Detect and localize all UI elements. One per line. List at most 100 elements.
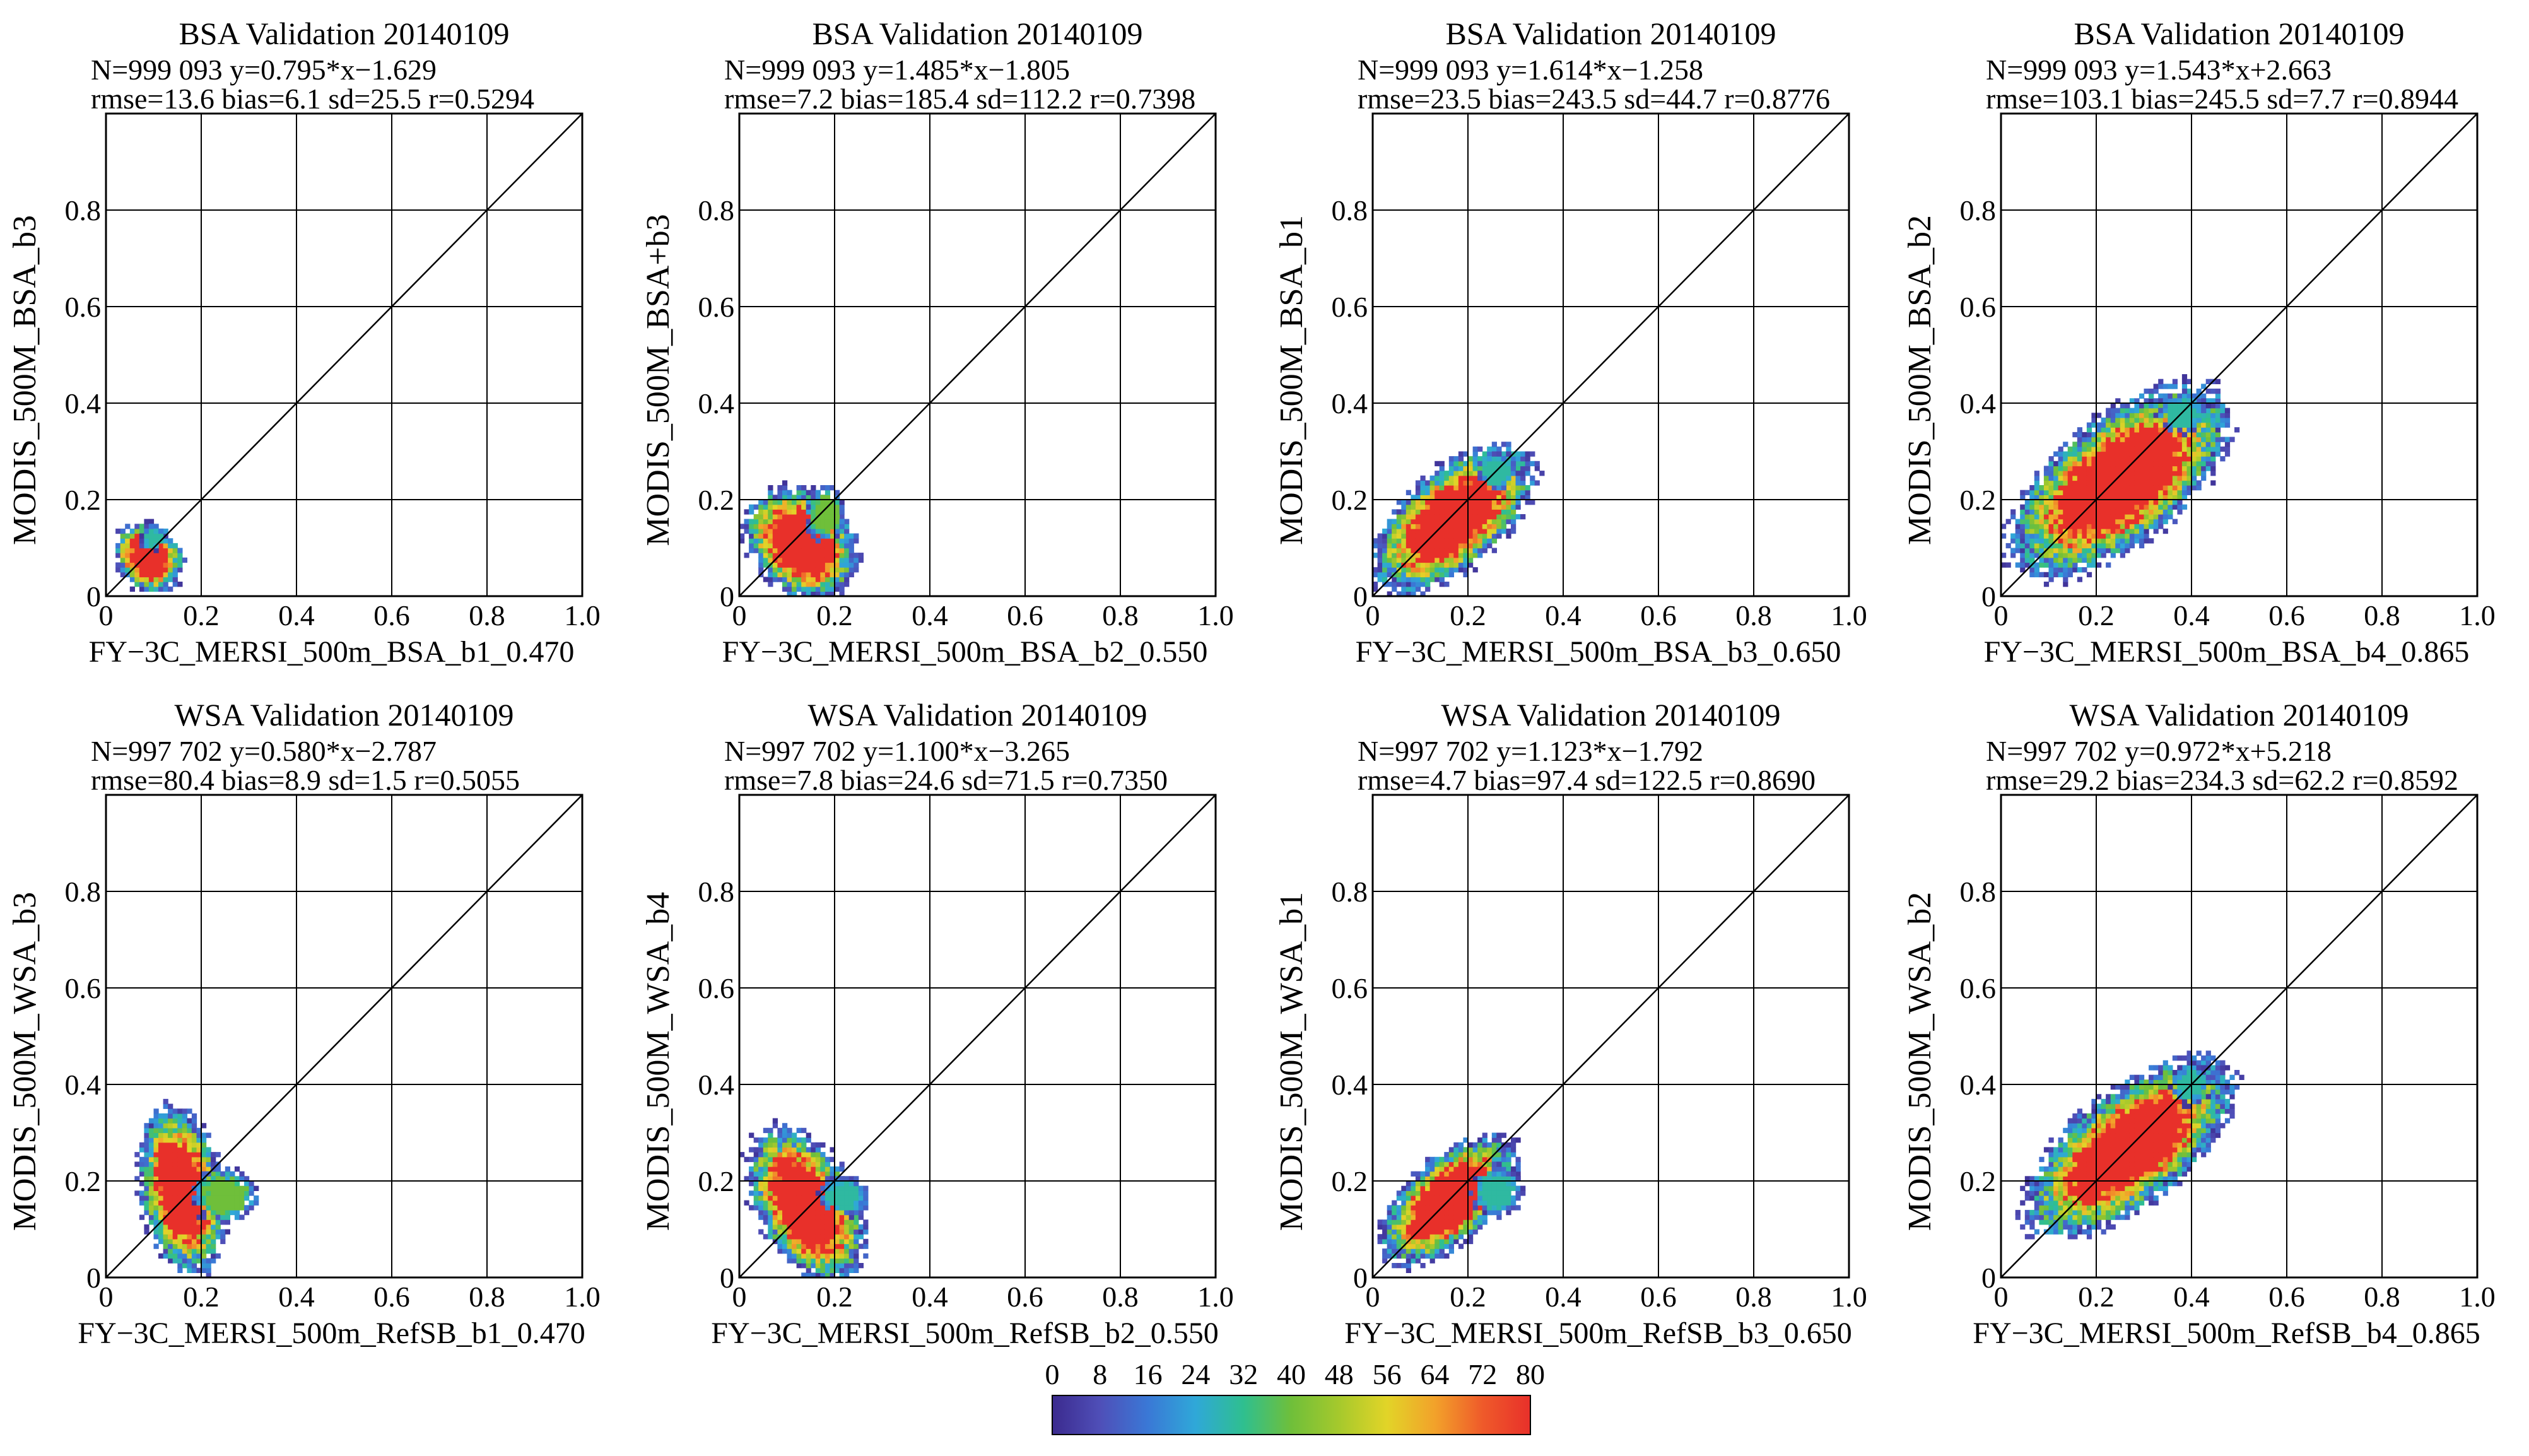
density-cell	[1472, 553, 1478, 558]
density-cell	[1401, 1238, 1407, 1245]
density-cell	[1468, 1229, 1474, 1235]
density-cell	[2053, 1156, 2059, 1163]
density-cell	[2091, 1176, 2097, 1182]
density-cell	[148, 1195, 155, 1201]
density-cell	[820, 1214, 826, 1220]
density-cell	[2091, 543, 2097, 549]
density-cell	[1405, 1181, 1411, 1187]
density-cell	[187, 1127, 192, 1134]
density-cell	[1439, 1214, 1445, 1220]
density-cell	[1453, 1195, 1459, 1201]
density-cell	[2077, 432, 2082, 438]
density-cell	[820, 1200, 826, 1206]
density-cell	[2129, 408, 2135, 413]
density-cell	[172, 1248, 178, 1254]
density-cell	[1482, 495, 1487, 500]
density-cell	[1482, 1176, 1487, 1182]
density-cell	[2067, 1156, 2073, 1163]
density-cell	[2110, 1171, 2116, 1177]
density-cell	[830, 543, 835, 549]
density-cell	[768, 485, 773, 491]
density-cell	[830, 586, 835, 592]
density-cell	[792, 1185, 797, 1191]
density-cell	[824, 562, 831, 568]
density-cell	[2015, 1214, 2021, 1220]
density-cell	[787, 538, 792, 544]
density-cell	[801, 577, 807, 582]
density-cell	[772, 495, 778, 500]
density-cell	[2072, 509, 2078, 515]
density-cell	[129, 557, 135, 563]
density-cell	[1435, 514, 1440, 520]
density-cell	[1387, 548, 1392, 553]
density-cell	[858, 1185, 864, 1191]
density-cell	[806, 591, 811, 597]
density-cell	[824, 1156, 831, 1163]
density-cell	[2139, 543, 2145, 549]
density-cell	[1420, 528, 1426, 534]
density-cell	[2106, 1103, 2111, 1109]
density-cell	[815, 1156, 821, 1163]
density-cell	[758, 538, 764, 544]
density-cell	[830, 1267, 835, 1273]
density-cell	[1477, 504, 1483, 510]
density-cell	[854, 1248, 859, 1254]
density-cell	[844, 1229, 850, 1235]
density-cell	[1496, 480, 1502, 486]
density-cell	[2181, 432, 2188, 438]
density-cell	[134, 543, 140, 549]
density-cell	[182, 1108, 187, 1114]
density-cell	[1420, 591, 1426, 597]
density-cell	[2086, 514, 2092, 520]
density-cell	[2034, 1195, 2039, 1201]
density-cell	[1463, 543, 1469, 549]
density-cell	[2201, 437, 2207, 442]
density-cell	[830, 538, 835, 544]
density-cell	[796, 528, 802, 534]
density-cell	[1501, 466, 1506, 471]
density-cell	[2106, 528, 2111, 534]
density-cell	[2082, 1118, 2087, 1124]
density-cell	[772, 524, 778, 529]
density-cell	[2015, 524, 2021, 529]
density-cell	[2115, 442, 2121, 447]
density-cell	[801, 514, 807, 520]
density-cell	[1405, 1209, 1411, 1216]
density-cell	[220, 1219, 226, 1225]
density-cell	[206, 1272, 211, 1278]
density-cell	[830, 1258, 835, 1264]
density-cell	[1425, 1181, 1431, 1187]
density-cell	[2091, 480, 2097, 486]
density-cell	[1382, 533, 1388, 539]
density-cell	[2063, 480, 2068, 486]
density-cell	[1444, 1214, 1450, 1220]
density-cell	[2082, 466, 2087, 471]
panel-stats-line1: N=999 093 y=0.795*x−1.629	[91, 54, 437, 86]
density-cell	[2129, 471, 2135, 476]
density-cell	[2168, 418, 2173, 423]
density-cell	[2082, 557, 2087, 563]
density-cell	[2096, 1142, 2102, 1148]
density-cell	[196, 1214, 202, 1220]
density-cell	[768, 533, 773, 539]
density-cell	[1401, 1253, 1407, 1259]
density-cell	[1472, 1181, 1478, 1187]
density-cell	[177, 1123, 183, 1129]
density-cell	[2125, 446, 2130, 452]
density-cell	[2043, 475, 2050, 481]
density-cell	[2168, 456, 2173, 462]
density-cell	[2039, 504, 2045, 510]
density-cell	[758, 1229, 764, 1235]
density-cell	[2082, 1209, 2087, 1216]
density-cell	[163, 1219, 168, 1225]
density-cell	[792, 557, 797, 563]
plot-frame	[105, 794, 584, 1279]
density-cell	[2181, 389, 2188, 394]
density-cell	[1435, 1171, 1440, 1177]
density-cell	[801, 591, 807, 597]
density-cell	[844, 543, 850, 549]
density-cell	[2153, 490, 2159, 495]
density-cell	[1396, 1219, 1402, 1225]
density-cell	[2091, 1209, 2097, 1216]
density-cell	[144, 1205, 150, 1211]
